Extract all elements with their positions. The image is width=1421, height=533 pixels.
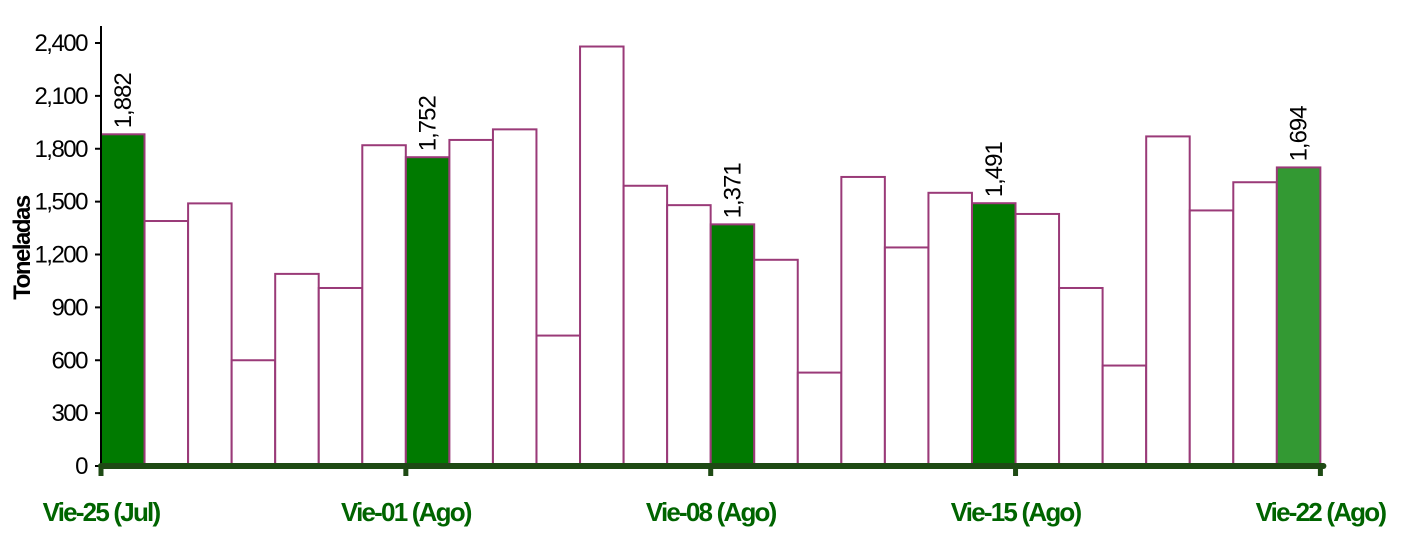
x-tick-label: Vie-01 (Ago) [341,497,472,527]
y-axis-title: Toneladas [9,195,36,300]
bar [535,334,581,467]
data-labels-group: 1,882 1,752 1,371 1,491 1,694 [110,73,1313,219]
bar [796,371,843,467]
y-tick-label: 2,400 [34,30,88,57]
y-tick-label: 1,500 [34,189,88,216]
data-label: 1,491 [981,141,1008,197]
bar [840,175,886,467]
bar [187,202,233,467]
bar [1058,286,1104,467]
bar [1014,212,1061,467]
bar [1101,364,1148,468]
bar [622,184,669,467]
data-label: 1,882 [110,73,137,129]
bar [1188,209,1235,467]
bar [579,45,625,468]
bar [883,246,930,467]
x-tick-label: Vie-15 (Ago) [951,497,1082,527]
y-tick-label: 0 [75,453,88,480]
bar [753,258,799,468]
y-axis-title-group: Toneladas [9,195,36,300]
bar [1145,135,1191,467]
data-label: 1,371 [719,163,746,219]
x-tick-label: Vie-22 (Ago) [1256,497,1387,527]
bar [143,220,190,467]
y-tick-label: 300 [51,400,88,427]
x-tick-label: Vie-25 (Jul) [43,497,161,527]
bar [230,359,277,467]
y-tick-label: 1,200 [34,242,88,269]
highlighted-bar [100,133,146,468]
y-tick-label: 900 [51,294,88,321]
highlighted-bar [404,156,451,468]
x-axis: Vie-25 (Jul) Vie-01 (Ago) Vie-08 (Ago) Vie-… [43,463,1388,527]
data-label: 1,694 [1286,106,1313,162]
bar [1232,181,1278,468]
bar [274,272,320,468]
bar [666,204,712,467]
bar [448,138,494,467]
bars-group [100,45,1322,468]
data-label: 1,752 [415,95,442,151]
y-tick-label: 2,100 [34,83,88,110]
y-axis: 0 300 600 900 1,200 1,500 1,800 2,100 2,400 [34,26,102,480]
highlighted-bar [709,223,756,467]
highlighted-bar [1275,166,1322,467]
y-tick-label: 600 [51,347,88,374]
y-tick-label: 1,800 [34,136,88,163]
bar [317,286,364,467]
bar [361,144,407,467]
bar [491,128,538,468]
bar [927,191,973,467]
x-tick-label: Vie-08 (Ago) [646,497,777,527]
highlighted-bar [971,202,1017,468]
